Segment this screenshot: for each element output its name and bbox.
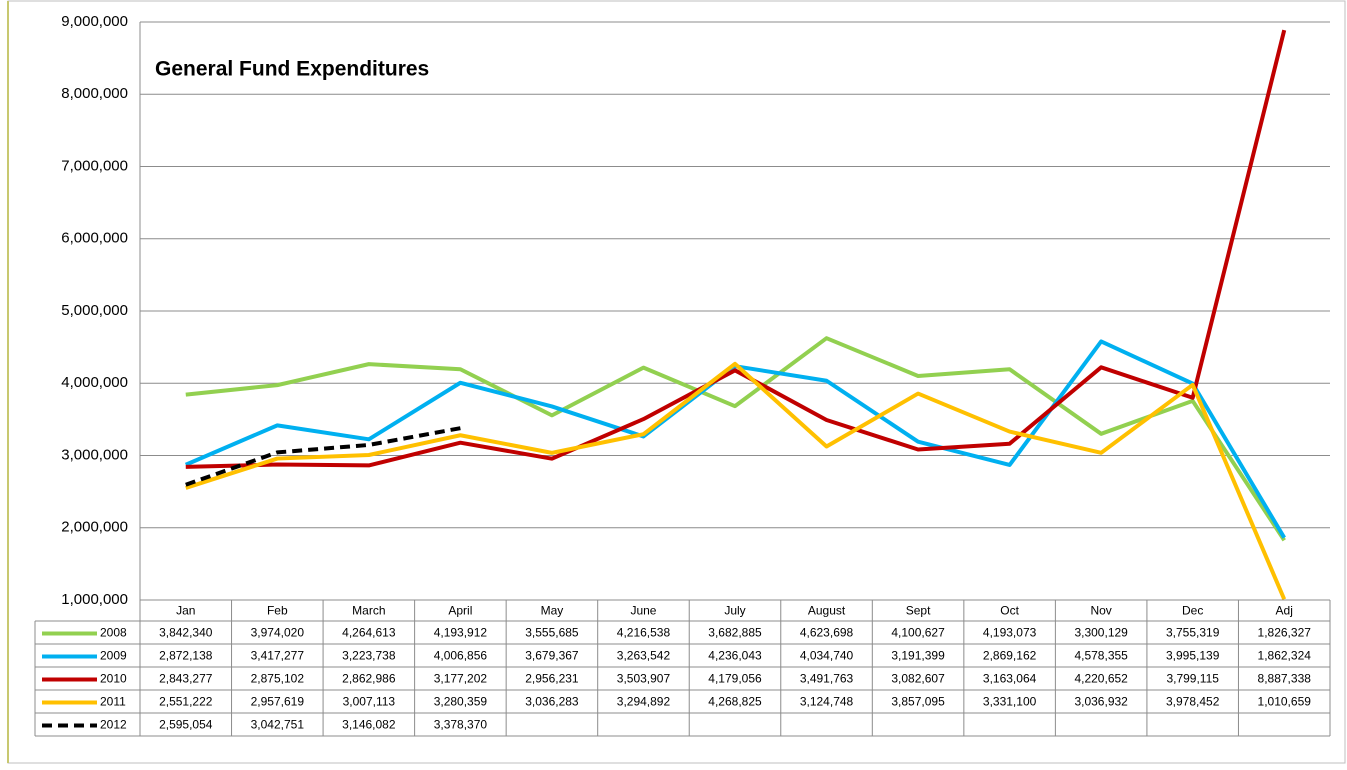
series-line [185,336,1286,542]
y-tick-label: 4,000,000 [61,374,128,391]
category-label: Feb [267,604,288,618]
table-value: 3,857,095 [891,695,945,709]
category-label: Adj [1276,604,1293,618]
series-line [185,361,1287,601]
category-label: Sept [906,604,931,618]
table-value: 3,682,885 [708,626,762,640]
table-value: 2,957,619 [251,695,305,709]
category-label: March [352,604,385,618]
table-value: 3,799,115 [1166,672,1219,686]
legend-label: 2010 [100,672,127,686]
table-value: 3,124,748 [800,695,854,709]
y-tick-label: 5,000,000 [61,302,128,319]
table-value: 2,956,231 [525,672,579,686]
table-value: 3,300,129 [1074,626,1128,640]
table-value: 3,679,367 [525,649,579,663]
category-label: Jan [176,604,195,618]
category-label: April [448,604,472,618]
table-value: 2,872,138 [159,649,213,663]
table-value: 3,146,082 [342,718,396,732]
category-label: August [808,604,846,618]
y-tick-label: 1,000,000 [61,591,128,608]
table-value: 2,862,986 [342,672,396,686]
category-label: June [630,604,656,618]
series-line [185,29,1287,469]
table-value: 3,842,340 [159,626,213,640]
table-value: 3,163,064 [983,672,1037,686]
category-label: Dec [1182,604,1203,618]
y-tick-label: 8,000,000 [61,85,128,102]
table-value: 3,755,319 [1166,626,1220,640]
legend-label: 2011 [100,695,126,709]
table-value: 2,843,277 [159,672,213,686]
table-value: 3,294,892 [617,695,671,709]
table-value: 8,887,338 [1258,672,1312,686]
table-value: 3,036,932 [1074,695,1128,709]
table-value: 4,216,538 [617,626,671,640]
legend-label: 2012 [100,718,127,732]
table-value: 3,082,607 [891,672,945,686]
y-tick-label: 9,000,000 [61,13,128,30]
table-value: 3,331,100 [983,695,1037,709]
y-tick-label: 6,000,000 [61,230,128,247]
table-value: 3,491,763 [800,672,854,686]
category-label: Oct [1000,604,1019,618]
table-value: 1,862,324 [1258,649,1312,663]
category-label: Nov [1090,604,1111,618]
legend-label: 2009 [100,649,127,663]
table-value: 2,595,054 [159,718,213,732]
lines [184,29,1287,601]
table-value: 3,191,399 [891,649,945,663]
y-tick-label: 7,000,000 [61,157,128,174]
table-value: 4,236,043 [708,649,762,663]
table-value: 4,100,627 [891,626,945,640]
table-value: 4,264,613 [342,626,396,640]
y-tick-label: 2,000,000 [61,519,128,536]
series-line [185,426,461,487]
table-value: 3,036,283 [525,695,579,709]
table-value: 4,623,698 [800,626,854,640]
y-tick-label: 3,000,000 [61,446,128,463]
table-value: 3,263,542 [617,649,671,663]
category-label: May [541,604,564,618]
table-value: 4,006,856 [434,649,488,663]
table-value: 4,179,056 [708,672,762,686]
legend-label: 2008 [100,626,127,640]
data-table: Jan Feb March April May June July August Sept Oct… [34,599,1331,737]
table-value: 4,268,825 [708,695,762,709]
category-label: July [724,604,745,618]
table-value: 3,177,202 [434,672,488,686]
table-value: 3,555,685 [525,626,579,640]
table-value: 4,578,355 [1074,649,1128,663]
table-value: 4,193,073 [983,626,1037,640]
chart-title: General Fund Expenditures [155,58,429,81]
table-value: 2,869,162 [983,649,1037,663]
table-value: 3,042,751 [251,718,305,732]
table-value: 1,010,659 [1258,695,1312,709]
table-value: 4,193,912 [434,626,488,640]
table-value: 1,826,327 [1258,626,1312,640]
table-value: 3,378,370 [434,718,488,732]
table-value: 4,034,740 [800,649,854,663]
table-value: 2,875,102 [251,672,305,686]
table-value: 3,974,020 [251,626,305,640]
table-value: 3,503,907 [617,672,671,686]
table-value: 3,978,452 [1166,695,1220,709]
table-value: 3,280,359 [434,695,488,709]
table-value: 3,995,139 [1166,649,1220,663]
table-value: 4,220,652 [1074,672,1128,686]
table-value: 3,223,738 [342,649,396,663]
table-value: 3,007,113 [343,695,396,709]
table-value: 3,417,277 [251,649,305,663]
table-value: 2,551,222 [159,695,213,709]
